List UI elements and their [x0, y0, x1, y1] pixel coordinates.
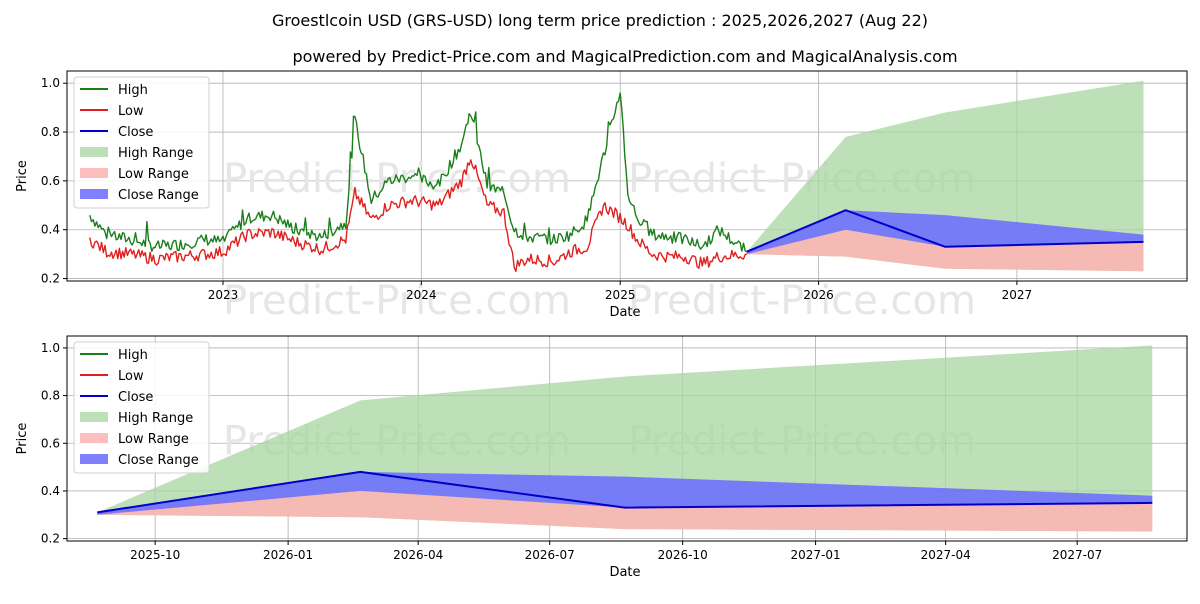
- legend-label: Low Range: [118, 432, 189, 447]
- top-chart-panel: Predict-Price.com Predict-Price.comPredic…: [15, 70, 1188, 324]
- y-tick-label: 0.4: [41, 484, 60, 498]
- x-tick-label: 2027-01: [791, 548, 841, 562]
- y-tick-label: 0.6: [41, 174, 60, 188]
- y-axis-label: Price: [15, 160, 30, 192]
- series-line-low: [89, 159, 747, 272]
- x-tick-label: 2025: [605, 288, 636, 302]
- x-tick-label: 2027: [1002, 288, 1033, 302]
- legend-label: High Range: [118, 146, 193, 161]
- y-tick-label: 1.0: [41, 76, 60, 90]
- legend-label: Close Range: [118, 453, 199, 468]
- y-axis-label: Price: [15, 423, 30, 455]
- range-area-low-range: [746, 229, 1144, 272]
- legend-label: Low: [118, 369, 144, 384]
- legend-label: Close: [118, 390, 153, 405]
- x-tick-label: 2027-07: [1052, 548, 1102, 562]
- legend-label: High Range: [118, 411, 193, 426]
- series-line-close: [746, 209, 1144, 253]
- x-tick-label: 2026-07: [525, 548, 575, 562]
- x-tick-label: 2025-10: [130, 548, 180, 562]
- legend-label: Close Range: [118, 188, 199, 203]
- x-tick-label: 2024: [406, 288, 437, 302]
- bottom-chart-panel: Predict-Price.comPredict-Price.com2025-1…: [15, 335, 1188, 580]
- y-tick-label: 0.4: [41, 223, 60, 237]
- legend-swatch-high-range: [80, 412, 108, 422]
- x-axis-label: Date: [609, 565, 640, 580]
- y-tick-label: 0.2: [41, 532, 60, 546]
- legend-label: High: [118, 83, 148, 98]
- legend-swatch-close-range: [80, 454, 108, 464]
- y-tick-label: 0.2: [41, 272, 60, 286]
- series-line-close: [97, 470, 1153, 514]
- legend-label: Low: [118, 104, 144, 119]
- watermark-text: Predict-Price.com: [223, 278, 571, 324]
- range-area-close-range: [746, 210, 1144, 255]
- x-tick-label: 2026-10: [658, 548, 708, 562]
- legend-label: Close: [118, 125, 153, 140]
- legend-label: High: [118, 348, 148, 363]
- x-tick-label: 2027-04: [921, 548, 971, 562]
- chart-subtitle: powered by Predict-Price.com and Magical…: [292, 47, 957, 66]
- x-axis-label: Date: [609, 305, 640, 320]
- y-tick-label: 1.0: [41, 341, 60, 355]
- legend-swatch-low-range: [80, 168, 108, 178]
- legend-swatch-close-range: [80, 189, 108, 199]
- legend-swatch-high-range: [80, 147, 108, 157]
- x-tick-label: 2026: [803, 288, 834, 302]
- y-tick-label: 0.8: [41, 389, 60, 403]
- x-tick-label: 2026-01: [263, 548, 313, 562]
- y-tick-label: 0.6: [41, 436, 60, 450]
- y-tick-label: 0.8: [41, 125, 60, 139]
- range-area-low-range: [97, 490, 1153, 532]
- legend-swatch-low-range: [80, 433, 108, 443]
- watermark-text: Predict-Price.com: [628, 278, 976, 324]
- x-tick-label: 2026-04: [393, 548, 443, 562]
- x-tick-label: 2023: [208, 288, 239, 302]
- legend-label: Low Range: [118, 167, 189, 182]
- plot-frame: [66, 70, 1188, 282]
- series-line-high: [89, 92, 748, 253]
- range-area-close-range: [97, 471, 1153, 515]
- chart-title: Groestlcoin USD (GRS-USD) long term pric…: [272, 11, 928, 30]
- plot-frame: [66, 335, 1188, 542]
